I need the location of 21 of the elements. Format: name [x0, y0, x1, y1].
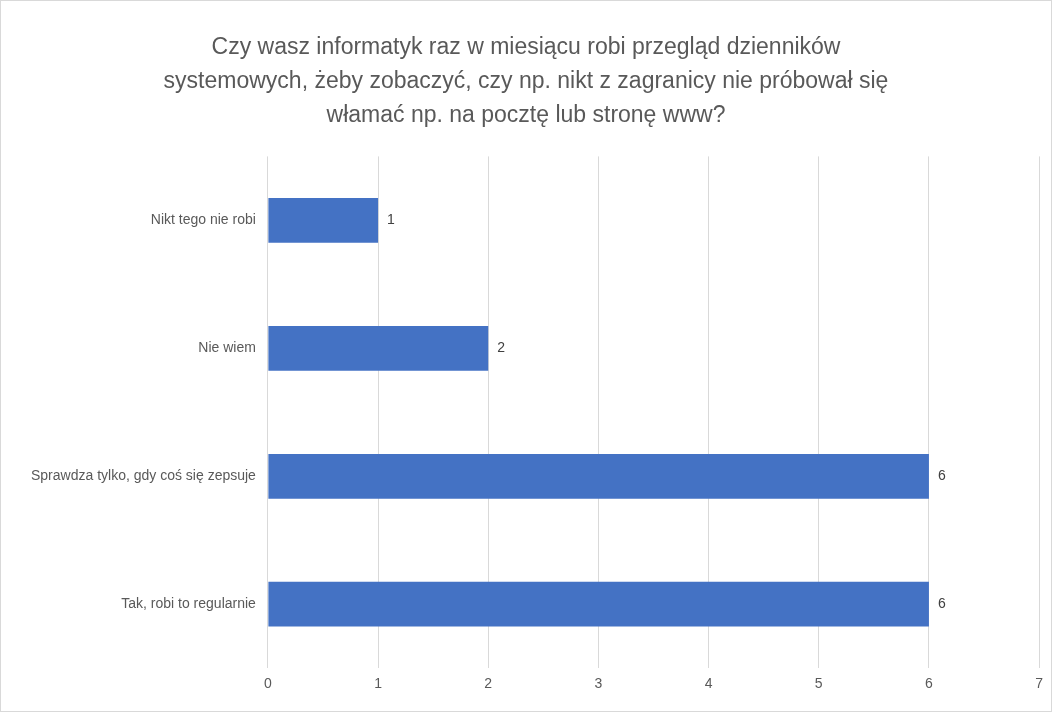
- bar: [268, 581, 929, 627]
- x-tick-label: 4: [704, 675, 713, 692]
- x-tick-label: 7: [1035, 675, 1044, 692]
- y-tick-label: Tak, robi to regularnie: [121, 595, 257, 612]
- data-label: 6: [937, 467, 946, 484]
- x-tick-label: 0: [263, 675, 272, 692]
- data-label: 2: [497, 339, 506, 356]
- x-tick-label: 1: [374, 675, 383, 692]
- y-tick-label: Nikt tego nie robi: [150, 211, 256, 228]
- x-tick-label: 2: [484, 675, 493, 692]
- bar: [268, 325, 489, 371]
- data-label: 1: [387, 211, 396, 228]
- data-label: 6: [937, 595, 946, 612]
- y-tick-label: Nie wiem: [198, 339, 256, 356]
- x-tick-label: 5: [814, 675, 823, 692]
- x-tick-label: 6: [925, 675, 934, 692]
- chart-title: Czy wasz informatyk raz w miesiącu robi przegląd dzienników systemowych, żeby zobaczyć, czy np. nikt z zagranicy nie próbował się włamać np. na pocztę lub stronę www?: [162, 32, 890, 129]
- bar: [268, 453, 929, 499]
- x-tick-label: 3: [594, 675, 603, 692]
- y-tick-label: Sprawdza tylko, gdy coś się zepsuje: [31, 467, 257, 484]
- bar: [268, 197, 379, 243]
